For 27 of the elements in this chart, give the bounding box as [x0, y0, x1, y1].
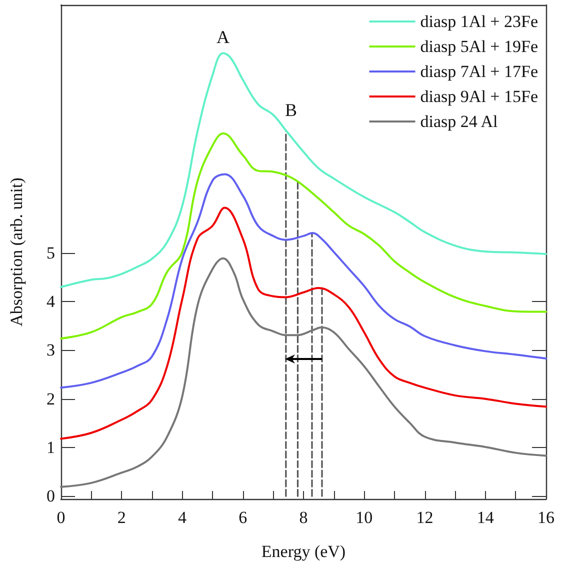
legend-label: diasp 7Al + 17Fe [420, 62, 538, 81]
legend-label: diasp 9Al + 15Fe [420, 87, 538, 106]
x-tick-label: 12 [416, 508, 434, 527]
annotation: B [284, 100, 298, 120]
x-tick-label: 10 [356, 508, 373, 527]
annotation: A [216, 27, 230, 47]
legend-label: diasp 5Al + 19Fe [420, 37, 538, 56]
y-tick-label: 2 [46, 389, 55, 408]
x-tick-label: 16 [538, 508, 554, 527]
x-tick-label: 8 [299, 508, 308, 527]
y-axis-title: Absorption (arb. unit) [7, 178, 26, 326]
legend-label: diasp 24 Al [420, 112, 498, 131]
x-tick-label: 14 [476, 508, 494, 527]
y-tick-label: 4 [46, 292, 56, 312]
x-tick-label: 4 [178, 508, 187, 527]
line-series [60, 173, 547, 389]
legend-label: diasp 1Al + 23Fe [420, 12, 538, 31]
line-series [60, 206, 547, 440]
y-tick-label: 3 [46, 340, 55, 360]
x-axis-title: Energy (eV) [261, 542, 346, 561]
y-tick-label: 1 [46, 438, 55, 457]
x-tick-label: 2 [117, 508, 126, 527]
y-tick-label: 5 [46, 243, 55, 262]
line-series [60, 132, 547, 340]
x-tick-label: 6 [238, 508, 248, 527]
line-series [60, 257, 547, 488]
y-tick-label: 0 [46, 486, 55, 506]
